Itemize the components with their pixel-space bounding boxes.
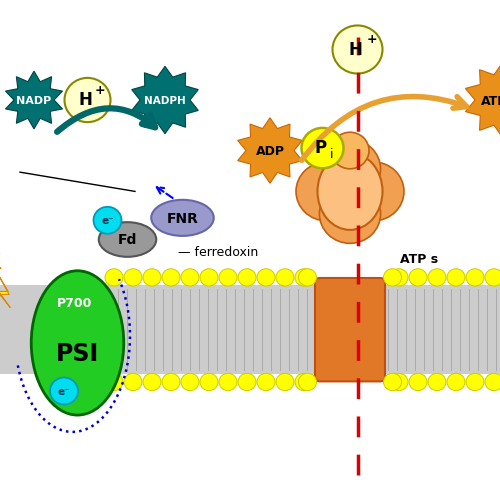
Text: ATP s: ATP s [400, 252, 438, 266]
Ellipse shape [151, 201, 214, 237]
Text: i: i [330, 148, 333, 161]
Circle shape [298, 373, 316, 391]
Text: +: + [94, 84, 106, 97]
Circle shape [320, 185, 380, 244]
Text: H: H [78, 91, 92, 109]
Circle shape [447, 373, 465, 391]
Circle shape [219, 373, 237, 391]
Circle shape [162, 373, 180, 391]
Circle shape [320, 140, 380, 199]
Circle shape [50, 378, 78, 405]
Circle shape [485, 373, 500, 391]
Polygon shape [0, 235, 1, 269]
Circle shape [302, 129, 344, 169]
Circle shape [200, 269, 218, 287]
Text: e⁻: e⁻ [58, 386, 70, 396]
Circle shape [295, 373, 313, 391]
Circle shape [296, 163, 357, 221]
Circle shape [409, 269, 427, 287]
Circle shape [428, 269, 446, 287]
Text: P700: P700 [58, 296, 92, 309]
Ellipse shape [31, 271, 124, 415]
Circle shape [390, 373, 408, 391]
Text: NADPH: NADPH [144, 96, 186, 106]
Circle shape [238, 373, 256, 391]
Circle shape [181, 269, 199, 287]
Circle shape [124, 269, 142, 287]
Circle shape [257, 269, 275, 287]
Text: — ferredoxin: — ferredoxin [178, 245, 258, 259]
Circle shape [105, 373, 123, 391]
Circle shape [143, 373, 161, 391]
Circle shape [332, 26, 382, 74]
Circle shape [162, 269, 180, 287]
Circle shape [295, 269, 313, 287]
Text: +: + [366, 33, 377, 47]
Polygon shape [466, 63, 500, 138]
Circle shape [384, 373, 402, 391]
Circle shape [257, 373, 275, 391]
Circle shape [219, 269, 237, 287]
Circle shape [298, 269, 316, 287]
Polygon shape [238, 119, 302, 184]
Circle shape [200, 373, 218, 391]
Circle shape [143, 269, 161, 287]
Text: Fd: Fd [118, 233, 137, 247]
Polygon shape [0, 277, 10, 308]
Circle shape [343, 163, 404, 221]
Text: ADP: ADP [256, 144, 284, 158]
Circle shape [276, 373, 294, 391]
Circle shape [466, 373, 484, 391]
Text: P: P [314, 139, 326, 157]
Circle shape [105, 269, 123, 287]
Text: NADP: NADP [16, 96, 51, 106]
Circle shape [384, 269, 402, 287]
FancyBboxPatch shape [315, 278, 385, 382]
Circle shape [428, 373, 446, 391]
Text: e⁻: e⁻ [101, 216, 114, 226]
Circle shape [466, 269, 484, 287]
Circle shape [94, 207, 122, 234]
Text: PSI: PSI [56, 341, 99, 365]
Circle shape [331, 133, 369, 169]
Circle shape [238, 269, 256, 287]
Text: H: H [348, 40, 362, 59]
Circle shape [447, 269, 465, 287]
Ellipse shape [318, 154, 382, 230]
Text: ATP: ATP [481, 94, 500, 108]
Text: FNR: FNR [166, 211, 198, 226]
Circle shape [409, 373, 427, 391]
Bar [0, 286, 500, 374]
Circle shape [390, 269, 408, 287]
Circle shape [276, 269, 294, 287]
Polygon shape [6, 72, 62, 130]
Circle shape [124, 373, 142, 391]
Polygon shape [132, 67, 198, 134]
Ellipse shape [99, 223, 156, 257]
Circle shape [64, 79, 110, 123]
Circle shape [485, 269, 500, 287]
Circle shape [181, 373, 199, 391]
